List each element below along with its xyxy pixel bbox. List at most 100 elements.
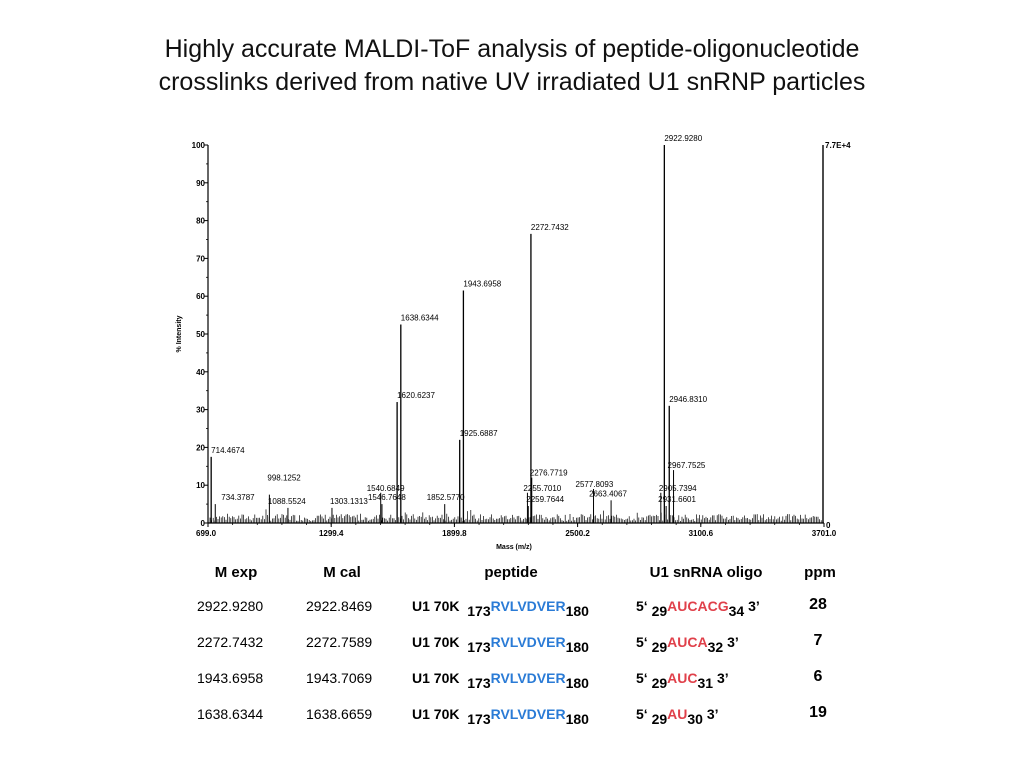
noise-path — [209, 509, 822, 523]
oligo-end: 34 — [728, 603, 745, 619]
peptide-sequence: RVLVDVER — [490, 634, 566, 650]
peak-label: 2272.7432 — [531, 223, 569, 232]
peak-label: 1540.6849 — [367, 484, 405, 493]
max-intensity-label: 7.7E+4 — [825, 141, 851, 150]
peptide-cell: U1 70K 173RVLVDVER180 — [412, 706, 589, 727]
title-line-1: Highly accurate MALDI-ToF analysis of pe… — [164, 35, 860, 63]
peak-label: 714.4674 — [211, 446, 245, 455]
oligo-sequence: AUCA — [667, 634, 708, 650]
oligo-sequence: AU — [667, 706, 688, 722]
peak-label: 2946.8310 — [669, 395, 707, 404]
x-tick-label: 1899.8 — [442, 529, 467, 538]
x-tick-label: 699.0 — [196, 529, 217, 538]
ppm-value: 28 — [809, 596, 827, 613]
peak-label: 1852.5770 — [427, 493, 465, 502]
title-line-2: crosslinks derived from native UV irradi… — [158, 68, 866, 96]
peak-label: 998.1252 — [267, 474, 301, 483]
three-prime: 3’ — [706, 706, 719, 722]
ppm-value: 6 — [813, 668, 823, 685]
protein-name: U1 70K — [412, 634, 460, 650]
x-tick-label: 3701.0 — [812, 529, 837, 538]
peptide-sequence: RVLVDVER — [490, 670, 566, 686]
oligo-end: 30 — [687, 711, 703, 727]
y-tick-label: 10 — [196, 481, 205, 490]
peak-label: 2663.4067 — [589, 489, 627, 498]
three-prime: 3’ — [748, 598, 760, 614]
header-m-cal: M cal — [323, 564, 361, 581]
header-oligo: U1 snRNA oligo — [649, 564, 763, 581]
five-prime: 5‘ — [636, 670, 648, 686]
protein-name: U1 70K — [412, 670, 460, 686]
peak-labels: 714.4674 734.3787 998.1252 1088.5524 1303.13… — [211, 134, 707, 506]
peptide-cell: U1 70K 173RVLVDVER180 — [412, 598, 589, 619]
y-tick-label: 90 — [196, 179, 205, 188]
oligo-start: 29 — [651, 675, 668, 691]
peptide-end: 180 — [565, 711, 589, 727]
m-exp-value: 2922.9280 — [197, 598, 264, 614]
oligo-cell: 5‘ 29AUCA32 3’ — [636, 634, 739, 655]
y-tick-label: 40 — [196, 368, 205, 377]
peak-label: 2577.8093 — [576, 480, 614, 489]
peptide-cell: U1 70K 173RVLVDVER180 — [412, 670, 589, 691]
y-tick-label: 70 — [196, 254, 205, 263]
y-tick-label: 50 — [196, 330, 205, 339]
oligo-cell: 5‘ 29AU30 3’ — [636, 706, 719, 727]
peak-series — [210, 145, 675, 523]
peak-label: 2967.7525 — [668, 461, 706, 470]
y-tick-label: 100 — [192, 141, 206, 150]
five-prime: 5‘ — [636, 706, 648, 722]
oligo-start: 29 — [651, 603, 668, 619]
peak-label: 2922.9280 — [664, 134, 702, 143]
y-tick-label: 0 — [201, 519, 206, 528]
protein-name: U1 70K — [412, 706, 460, 722]
y-tick-label: 30 — [196, 406, 205, 415]
m-cal-value: 2272.7589 — [306, 634, 373, 650]
peptide-start: 173 — [467, 603, 491, 619]
y-tick-label: 20 — [196, 443, 205, 452]
peptide-sequence: RVLVDVER — [490, 598, 566, 614]
protein-name: U1 70K — [412, 598, 460, 614]
m-cal-value: 1638.6659 — [306, 706, 373, 722]
oligo-cell: 5‘ 29AUCACG34 3’ — [636, 598, 760, 619]
peak-label: 2931.6601 — [658, 495, 696, 504]
m-cal-value: 1943.7069 — [306, 670, 373, 686]
peak-label: 1303.1313 — [330, 497, 368, 506]
x-tick-label: 3100.6 — [689, 529, 714, 538]
peptide-end: 180 — [565, 675, 589, 691]
x-tick-label: 2500.2 — [565, 529, 590, 538]
peak-label: 1546.7648 — [368, 493, 406, 502]
peak-label: 734.3787 — [221, 493, 255, 502]
header-ppm: ppm — [804, 564, 836, 581]
peak-label: 1943.6958 — [463, 280, 501, 289]
header-m-exp: M exp — [214, 564, 258, 581]
oligo-end: 31 — [697, 675, 714, 691]
oligo-start: 29 — [651, 639, 668, 655]
m-cal-value: 2922.8469 — [306, 598, 373, 614]
slide-title: Highly accurate MALDI-ToF analysis of pe… — [0, 33, 1024, 99]
x-axis-label: Mass (m/z) — [496, 544, 532, 551]
peak-label: 1088.5524 — [268, 497, 306, 506]
five-prime: 5‘ — [636, 598, 648, 614]
three-prime: 3’ — [716, 670, 729, 686]
peptide-cell: U1 70K 173RVLVDVER180 — [412, 634, 589, 655]
oligo-sequence: AUCACG — [667, 598, 729, 614]
header-peptide: peptide — [484, 564, 538, 581]
oligo-end: 32 — [707, 639, 724, 655]
ppm-value: 19 — [809, 704, 827, 721]
chart-axes: 0 10 20 30 40 50 60 70 80 90 100 699.0 1299.4 1899.8 2… — [176, 141, 851, 551]
peak-label: 1620.6237 — [397, 391, 435, 400]
oligo-sequence: AUC — [667, 670, 698, 686]
m-exp-value: 1943.6958 — [197, 670, 264, 686]
y-axis-label: % Intensity — [176, 315, 183, 352]
peptide-start: 173 — [467, 675, 491, 691]
ppm-value: 7 — [813, 632, 823, 649]
peptide-start: 173 — [467, 639, 491, 655]
peak-label: 2255.7010 — [523, 484, 561, 493]
y-tick-label: 80 — [196, 217, 205, 226]
mass-spectrum-chart: 0 10 20 30 40 50 60 70 80 90 100 699.0 1299.4 1899.8 2… — [176, 134, 851, 551]
peptide-sequence: RVLVDVER — [490, 706, 566, 722]
peptide-start: 173 — [467, 711, 491, 727]
peptide-end: 180 — [565, 603, 589, 619]
baseline-noise — [209, 509, 822, 523]
peak-label: 1925.6887 — [460, 429, 498, 438]
